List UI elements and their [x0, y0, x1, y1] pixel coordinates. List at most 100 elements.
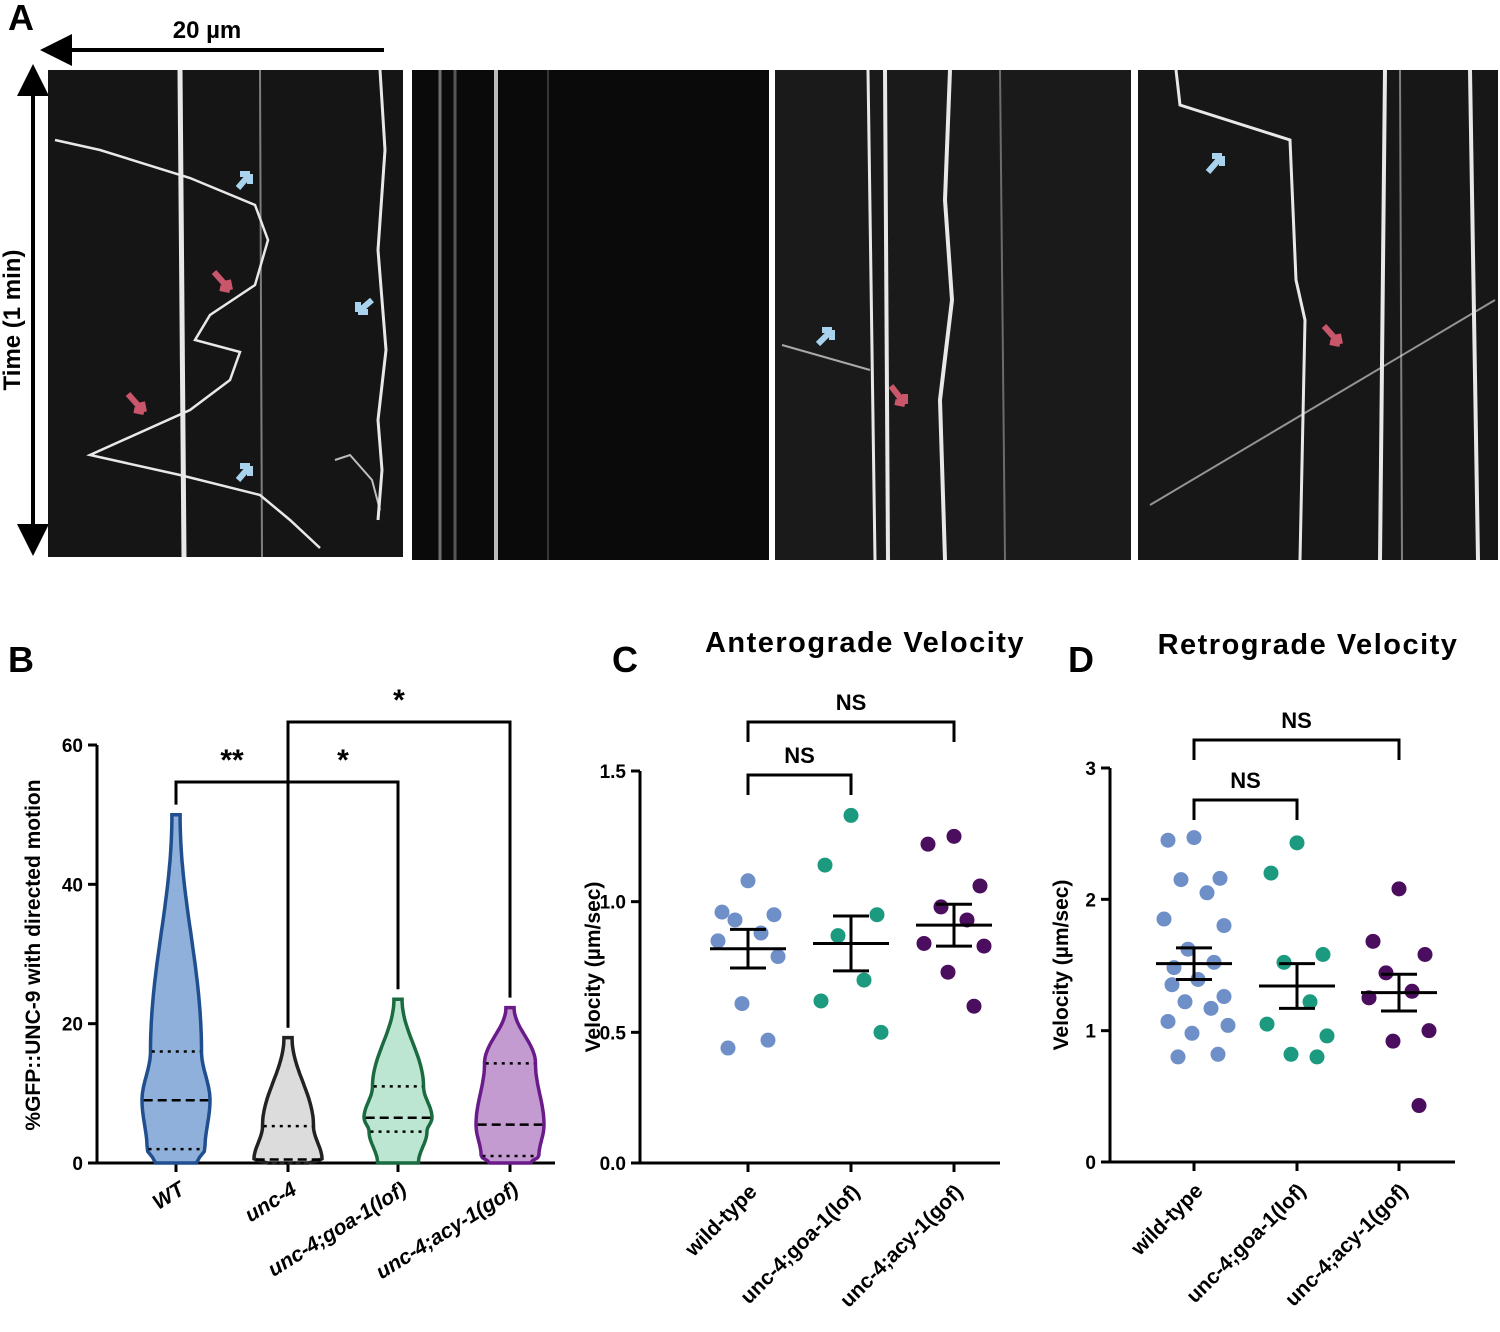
data-point: [1216, 918, 1232, 934]
panel-label: B: [8, 639, 34, 680]
significance-label: *: [393, 684, 405, 717]
y-tick-label: 40: [62, 875, 83, 896]
data-point: [817, 857, 833, 873]
data-point: [1417, 946, 1433, 962]
chart-title: Retrograde Velocity: [1158, 629, 1459, 661]
data-point: [727, 912, 743, 928]
x-tick-label: wild-type: [680, 1180, 761, 1261]
data-point: [1302, 994, 1318, 1010]
kymograph: [1138, 69, 1498, 561]
violin: [362, 997, 434, 1165]
scale-bar-label: 20 µm: [173, 17, 242, 44]
time-bar-label: Time (1 min): [0, 250, 26, 391]
data-point: [1385, 1033, 1401, 1049]
x-tick-label: WT: [149, 1177, 191, 1215]
data-point: [1289, 835, 1305, 851]
panel-label: C: [612, 639, 638, 680]
data-point: [1160, 832, 1176, 848]
data-point: [1210, 1046, 1226, 1062]
data-point: [1391, 881, 1407, 897]
data-point: [1173, 872, 1189, 888]
chart-title: Anterograde Velocity: [705, 627, 1025, 659]
x-tick-label: wild-type: [1126, 1179, 1207, 1260]
data-point: [940, 964, 956, 980]
data-point: [920, 836, 936, 852]
data-point: [1365, 933, 1381, 949]
significance-label: **: [220, 744, 244, 777]
data-point: [1315, 946, 1331, 962]
data-point: [1212, 870, 1228, 886]
data-point: [1319, 1028, 1335, 1044]
error-bar: [936, 902, 972, 948]
y-axis-label: %GFP::UNC-9 with directed motion: [22, 779, 45, 1130]
data-point: [714, 904, 730, 920]
significance-bracket: [746, 720, 956, 742]
significance-label: NS: [836, 690, 867, 715]
y-tick-label: 2: [1085, 890, 1096, 911]
error-bar: [1279, 962, 1315, 1010]
significance-label: *: [337, 744, 349, 777]
data-point: [976, 938, 992, 954]
y-tick-label: 1: [1085, 1022, 1096, 1043]
data-point: [1263, 865, 1279, 881]
error-bar: [730, 927, 766, 970]
data-point: [1411, 1098, 1427, 1114]
data-point: [1164, 977, 1180, 993]
violin: [474, 1005, 546, 1165]
data-point: [1170, 1049, 1186, 1065]
y-tick-label: 60: [62, 736, 83, 757]
significance-label: NS: [784, 743, 815, 768]
data-point: [1220, 1017, 1236, 1033]
significance-bracket: [1192, 738, 1401, 760]
data-point: [753, 925, 769, 941]
data-point: [1184, 1025, 1200, 1041]
data-point: [972, 878, 988, 894]
data-point: [873, 1024, 889, 1040]
data-point: [720, 1040, 736, 1056]
data-point: [1199, 885, 1215, 901]
violin: [140, 812, 212, 1165]
data-point: [1421, 1023, 1437, 1039]
data-point: [770, 949, 786, 965]
panel-label: D: [1068, 639, 1094, 680]
kymograph: [412, 70, 769, 560]
y-tick-label: 0.0: [600, 1154, 626, 1175]
data-point: [856, 972, 872, 988]
kymograph: [48, 69, 403, 558]
error-bar: [1381, 972, 1417, 1013]
y-tick-label: 0.5: [600, 1023, 627, 1044]
chart-panel: D Retrograde Velocity Velocity (µm/sec) 0 1 2…: [1050, 629, 1459, 1311]
significance-bracket: [286, 780, 400, 1028]
data-point: [1283, 1046, 1299, 1062]
significance-label: NS: [1281, 708, 1312, 733]
data-point: [1177, 994, 1193, 1010]
y-tick-label: 0: [72, 1154, 83, 1175]
y-tick-label: 1.0: [600, 893, 626, 914]
data-point: [766, 907, 782, 923]
data-point: [734, 996, 750, 1012]
data-point: [1259, 1016, 1275, 1032]
data-point: [1216, 989, 1232, 1005]
data-point: [966, 998, 982, 1014]
significance-bracket: [286, 720, 512, 1028]
error-bar: [833, 914, 869, 973]
data-point: [869, 907, 885, 923]
data-point: [830, 928, 846, 944]
data-point: [933, 899, 949, 915]
panel-label: A: [8, 0, 34, 38]
kymograph: [775, 69, 1131, 561]
y-axis-label: Velocity (µm/sec): [1050, 880, 1073, 1051]
significance-bracket: [746, 773, 853, 795]
violin: [252, 1035, 324, 1165]
x-tick-label: unc-4: [241, 1178, 301, 1227]
data-point: [1309, 1049, 1325, 1065]
data-point: [1361, 990, 1377, 1006]
data-point: [1156, 911, 1172, 927]
error-bar: [1176, 946, 1212, 981]
y-tick-label: 1.5: [600, 762, 627, 783]
data-point: [843, 807, 859, 823]
significance-bracket: [1192, 798, 1299, 820]
